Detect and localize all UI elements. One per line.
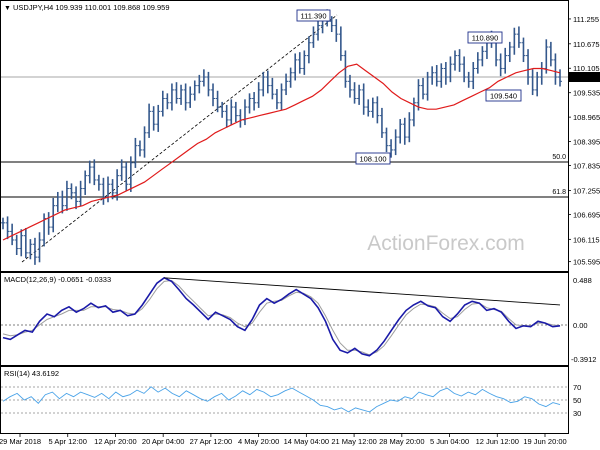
price-axis-label: 110.105 [573, 64, 600, 73]
x-axis-label: 5 Jun 04:00 [430, 437, 469, 446]
fib-618-label: 61.8 [552, 189, 566, 196]
x-axis-label: 5 Apr 12:00 [49, 437, 87, 446]
level-box-111390: 111.390 [296, 9, 331, 22]
price-axis-label: 107.835 [573, 162, 600, 171]
macd-tick-zero: 0.00 [573, 321, 588, 330]
price-axis-label: 105.595 [573, 258, 600, 267]
macd-header: MACD(12,26,9) -0.0651 -0.0333 [4, 275, 111, 284]
price-axis-label: 109.535 [573, 89, 600, 98]
chart-header: USDJPY,H4 109.939 110.001 109.868 109.95… [13, 3, 170, 12]
fib-50-label: 50.0 [552, 154, 566, 161]
price-axis-label: 106.695 [573, 210, 600, 219]
sma-line [2, 63, 561, 241]
price-axis-label: 106.115 [573, 235, 600, 244]
current-price-tag-text: 109.959 [571, 73, 598, 82]
rsi-panel-frame [0, 366, 569, 434]
x-axis-label: 20 Apr 04:00 [142, 437, 185, 446]
level-box-109540-text: 109.540 [490, 92, 517, 101]
price-axis-label: 110.675 [573, 40, 600, 49]
macd-panel-frame [0, 272, 569, 366]
x-axis-label: 14 May 04:00 [284, 437, 329, 446]
rsi-header: RSI(14) 43.6192 [4, 369, 59, 378]
x-axis-label: 27 Apr 12:00 [190, 437, 233, 446]
level-box-109540: 109.540 [485, 89, 522, 102]
level-box-111390-text: 111.390 [301, 12, 327, 21]
rsi-tick-70: 70 [573, 383, 581, 392]
price-axis-label: 108.395 [573, 138, 600, 147]
rsi-line [2, 386, 561, 413]
x-axis-label: 28 May 20:00 [379, 437, 424, 446]
level-box-108100-text: 108.100 [359, 155, 386, 164]
price-axis-label: 108.965 [573, 113, 600, 122]
x-axis-label: 19 Jun 20:00 [523, 437, 566, 446]
level-box-108100: 108.100 [355, 152, 391, 165]
symbol-dropdown-icon[interactable]: ▼ [4, 5, 11, 12]
macd-trendline [164, 277, 561, 306]
price-axis-label: 111.255 [573, 15, 599, 24]
macd-main-line [2, 276, 561, 357]
level-box-110890-text: 110.890 [472, 34, 499, 43]
price-axis-label: 107.255 [573, 186, 600, 195]
rsi-tick-30: 30 [573, 409, 581, 418]
macd-tick-bottom: -0.3912 [571, 355, 596, 364]
x-axis-label: 12 Jun 12:00 [476, 437, 519, 446]
price-panel-frame [0, 0, 569, 272]
x-axis-label: 29 Mar 2018 [0, 437, 41, 446]
macd-tick-top: 0.488 [573, 276, 592, 285]
macd-signal-line [2, 279, 561, 356]
rsi-tick-50: 50 [573, 396, 581, 405]
current-price-tag [569, 72, 600, 82]
x-axis-label: 21 May 12:00 [331, 437, 376, 446]
x-axis-label: 4 May 20:00 [238, 437, 279, 446]
uptrend-dashed-line [21, 14, 338, 263]
x-axis-label: 12 Apr 20:00 [94, 437, 137, 446]
level-box-110890: 110.890 [467, 31, 503, 44]
watermark: ActionForex.com [367, 232, 525, 255]
